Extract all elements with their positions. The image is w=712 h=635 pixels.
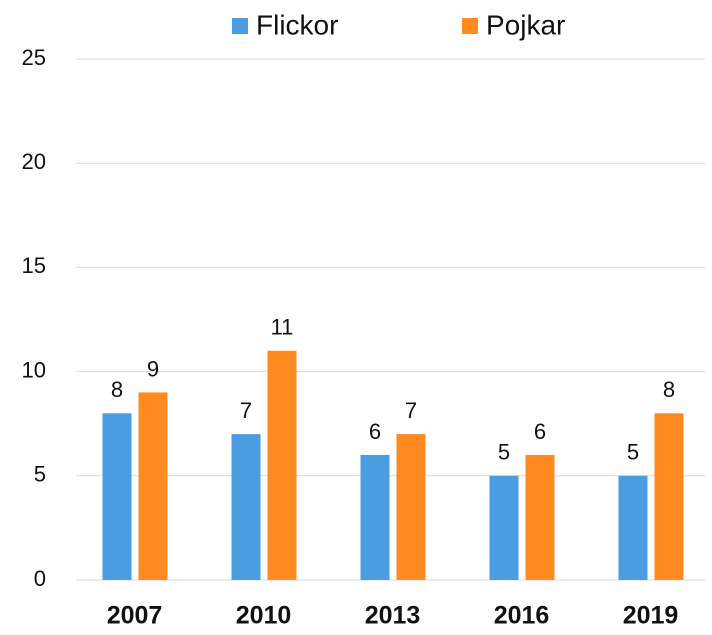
legend-swatch bbox=[232, 18, 248, 34]
bar bbox=[360, 454, 390, 580]
data-label: 8 bbox=[663, 377, 675, 402]
y-tick-label: 0 bbox=[34, 566, 46, 591]
bar bbox=[267, 350, 297, 580]
data-label: 6 bbox=[534, 419, 546, 444]
data-label: 6 bbox=[369, 419, 381, 444]
bar bbox=[618, 475, 648, 580]
x-tick-label: 2016 bbox=[494, 602, 550, 630]
x-tick-label: 2019 bbox=[623, 602, 679, 630]
data-label: 7 bbox=[240, 398, 252, 423]
legend-label: Flickor bbox=[256, 9, 338, 40]
legend-swatch bbox=[462, 18, 478, 34]
x-tick-label: 2007 bbox=[107, 602, 163, 630]
bar bbox=[396, 434, 426, 580]
y-tick-label: 10 bbox=[22, 357, 46, 382]
bar bbox=[138, 392, 168, 580]
bar bbox=[654, 413, 684, 580]
y-tick-label: 5 bbox=[34, 462, 46, 487]
data-label: 9 bbox=[147, 356, 159, 381]
legend-label: Pojkar bbox=[486, 9, 565, 40]
data-label: 5 bbox=[627, 440, 639, 465]
bar bbox=[489, 475, 519, 580]
bar bbox=[102, 413, 132, 580]
bar bbox=[231, 434, 261, 580]
data-label: 8 bbox=[111, 377, 123, 402]
data-label: 11 bbox=[271, 315, 294, 340]
x-tick-label: 2013 bbox=[365, 602, 421, 630]
x-tick-label: 2010 bbox=[236, 602, 292, 630]
data-label: 5 bbox=[498, 440, 510, 465]
y-tick-label: 20 bbox=[22, 149, 46, 174]
bar bbox=[525, 454, 555, 580]
data-label: 7 bbox=[405, 398, 417, 423]
y-tick-label: 25 bbox=[22, 45, 46, 70]
y-tick-label: 15 bbox=[22, 253, 46, 278]
